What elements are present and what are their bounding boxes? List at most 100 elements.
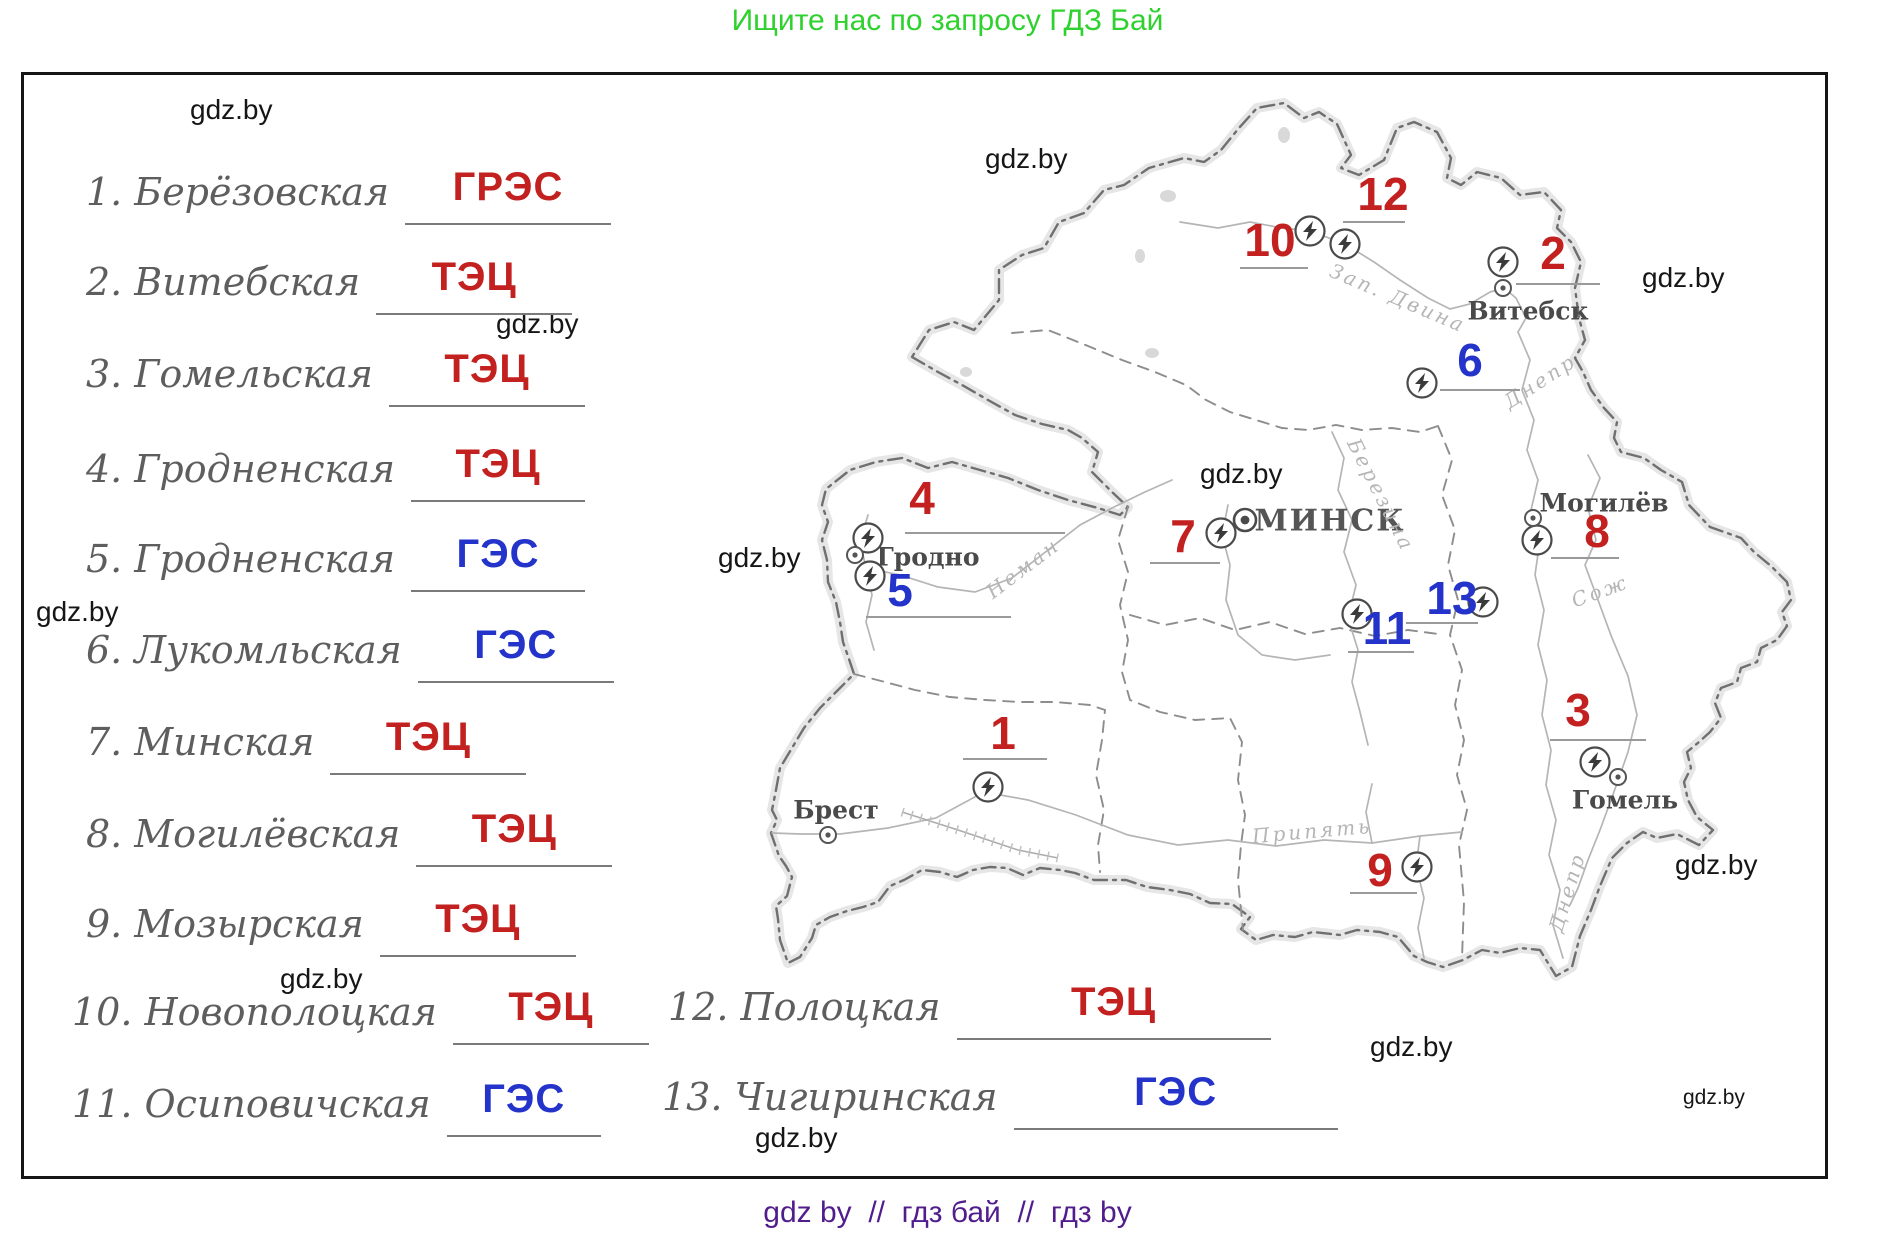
answer-text: ТЭЦ (435, 897, 521, 941)
map-marker-line (1150, 562, 1220, 564)
watermark: gdz.by (1200, 458, 1283, 489)
station-number: 6. (86, 628, 123, 672)
power-station-icon (1577, 744, 1613, 780)
station-name: Гомельская (134, 352, 373, 396)
answer-blank[interactable]: ТЭЦ (388, 347, 585, 407)
station-row-12: 12. Полоцкая ТЭЦ (668, 980, 1271, 1040)
map-marker-line (1350, 892, 1417, 894)
answer-blank[interactable]: ГЭС (1013, 1070, 1338, 1130)
map-marker-2: 2 (1540, 227, 1566, 279)
map-marker-3: 3 (1565, 684, 1591, 736)
map-marker-13: 13 (1426, 572, 1478, 624)
answer-text: ТЭЦ (444, 347, 530, 391)
city-icon-brest (817, 824, 839, 846)
answer-blank[interactable]: ТЭЦ (330, 715, 527, 775)
power-station-icon (1203, 515, 1239, 551)
station-name: Лукомльская (134, 628, 402, 672)
answer-text: ТЭЦ (1071, 980, 1157, 1024)
answer-blank[interactable]: ГЭС (446, 1077, 601, 1137)
station-number: 7. (86, 720, 123, 764)
watermark: gdz.by (36, 596, 119, 627)
station-number: 2. (86, 260, 123, 304)
power-station-icon (1485, 244, 1521, 280)
map-marker-line (1240, 267, 1308, 269)
answer-blank[interactable]: ТЭЦ (452, 985, 649, 1045)
station-name: Гродненская (134, 447, 396, 491)
map-marker-5: 5 (887, 564, 913, 616)
watermark: gdz.by (755, 1122, 838, 1153)
map-marker-7: 7 (1170, 510, 1196, 562)
map-marker-line (1516, 283, 1600, 285)
station-row-1: 1. Берёзовская ГРЭС (86, 165, 612, 225)
answer-blank[interactable]: ГЭС (411, 532, 586, 592)
answer-text: ГЭС (456, 532, 540, 576)
station-name: Могилёвская (134, 812, 401, 856)
watermark: gdz.by (1370, 1031, 1453, 1062)
city-icon-vitebsk (1492, 277, 1514, 299)
city-icon-gomel (1607, 766, 1629, 788)
station-number: 5. (86, 537, 123, 581)
city-icon-mogilev (1522, 507, 1544, 529)
promo-footer: gdz by // гдз бай // гдз by (763, 1196, 1132, 1229)
map-marker-6: 6 (1457, 334, 1483, 386)
station-row-4: 4. Гродненская ТЭЦ (86, 442, 586, 502)
power-station-icon (852, 558, 888, 594)
station-row-2: 2. Витебская ТЭЦ (86, 255, 573, 315)
map-marker-8: 8 (1584, 505, 1610, 557)
station-number: 13. (662, 1075, 723, 1119)
watermark: gdz.by (1642, 262, 1725, 293)
answer-text: ТЭЦ (471, 807, 557, 851)
station-row-10: 10. Новополоцкая ТЭЦ (72, 985, 649, 1045)
station-name: Витебская (134, 260, 361, 304)
answer-blank[interactable]: ТЭЦ (411, 442, 586, 502)
power-station-icon (850, 520, 886, 556)
map-marker-line (866, 616, 1011, 618)
station-name: Полоцкая (740, 985, 941, 1029)
station-row-8: 8. Могилёвская ТЭЦ (86, 807, 613, 867)
station-number: 11. (72, 1082, 133, 1126)
watermark: gdz.by (190, 94, 273, 125)
power-station-icon (1404, 365, 1440, 401)
city-label-mogilev: Могилёв (1539, 488, 1669, 518)
map-marker-line (1550, 739, 1646, 741)
station-row-11: 11. Осиповичская ГЭС (72, 1077, 601, 1137)
watermark: gdz.by (718, 542, 801, 573)
power-station-icon (1465, 584, 1501, 620)
answer-text: ГЭС (474, 623, 558, 667)
station-name: Гродненская (134, 537, 396, 581)
station-number: 3. (86, 352, 123, 396)
watermark: gdz.by (1683, 1086, 1745, 1109)
map-marker-12: 12 (1357, 168, 1409, 220)
answer-blank[interactable]: ТЭЦ (956, 980, 1271, 1040)
station-name: Берёзовская (134, 170, 390, 214)
station-row-7: 7. Минская ТЭЦ (86, 715, 527, 775)
city-label-minsk: МИНСК (1254, 503, 1406, 539)
promo-header: Ищите нас по запросу ГДЗ Бай (731, 4, 1164, 37)
map-marker-line (1348, 651, 1414, 653)
map-marker-1: 1 (990, 707, 1016, 759)
map-marker-line (1343, 221, 1405, 223)
answer-text: ТЭЦ (455, 442, 541, 486)
city-label-grodno: Гродно (876, 542, 980, 572)
station-name: Осиповичская (144, 1082, 431, 1126)
answer-blank[interactable]: ТЭЦ (376, 255, 573, 315)
station-row-6: 6. Лукомльская ГЭС (86, 623, 614, 683)
map-marker-4: 4 (909, 472, 935, 524)
station-row-5: 5. Гродненская ГЭС (86, 532, 586, 592)
answer-blank[interactable]: ГРЭС (405, 165, 612, 225)
answer-blank[interactable]: ГЭС (417, 623, 614, 683)
answer-text: ГЭС (482, 1077, 566, 1121)
city-label-gomel: Гомель (1571, 785, 1679, 815)
station-number: 10. (72, 990, 133, 1034)
answer-blank[interactable]: ТЭЦ (379, 897, 576, 957)
watermark: gdz.by (1675, 849, 1758, 880)
answer-blank[interactable]: ТЭЦ (416, 807, 613, 867)
answer-text: ГРЭС (452, 165, 564, 209)
station-number: 12. (668, 985, 729, 1029)
station-number: 9. (86, 902, 123, 946)
station-number: 4. (86, 447, 123, 491)
city-icon-grodno (844, 544, 866, 566)
answer-text: ТЭЦ (508, 985, 594, 1029)
power-station-icon (1292, 213, 1328, 249)
watermark: gdz.by (985, 143, 1068, 174)
